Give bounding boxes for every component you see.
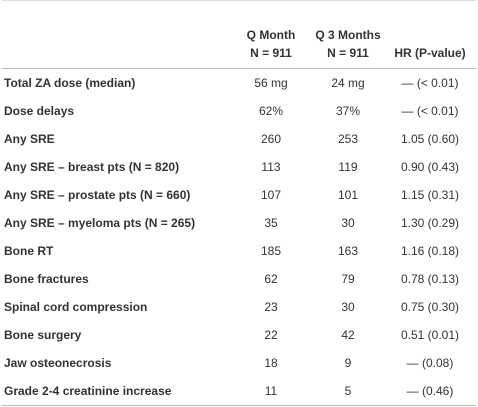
- cell: 9: [344, 356, 352, 370]
- row-label: Total ZA dose (median): [4, 76, 136, 90]
- table-row: Total ZA dose (median) 56 mg 24 mg — (< 0.0…: [2, 69, 476, 98]
- row-label: Grade 2-4 creatinine increase: [4, 384, 172, 398]
- cell: 1.30 (0.29): [400, 216, 460, 230]
- cell: 113: [261, 160, 281, 174]
- cell: 1.15 (0.31): [400, 188, 460, 202]
- cell: 119: [338, 160, 358, 174]
- table-row: Any SRE – myeloma pts (N = 265) 35 30 1.30 …: [2, 209, 476, 237]
- table-row: Any SRE – breast pts (N = 820) 113 119 0.90…: [2, 153, 476, 181]
- header-line: HR (P-value): [394, 46, 466, 60]
- header-row: Q Month N = 911 Q 3 Months N = 911 HR (P-val…: [2, 0, 476, 69]
- header-line: Q Month: [246, 28, 296, 42]
- table-header: Q Month N = 911 Q 3 Months N = 911 HR (P-val…: [2, 0, 476, 69]
- cell: 23: [264, 300, 278, 314]
- row-label: Bone surgery: [4, 328, 82, 342]
- cell: 0.51 (0.01): [400, 328, 460, 342]
- row-label: Jaw osteonecrosis: [4, 356, 112, 370]
- cell: 185: [260, 244, 282, 258]
- cell: — (0.08): [406, 356, 454, 370]
- row-label: Dose delays: [4, 104, 75, 118]
- row-label: Any SRE: [4, 132, 55, 146]
- cell: 56 mg: [254, 76, 288, 90]
- cell: 30: [341, 300, 355, 314]
- cell: 253: [337, 132, 359, 146]
- table-row: Bone fractures 62 79 0.78 (0.13): [2, 265, 476, 293]
- cell: 5: [344, 384, 352, 398]
- table-row: Any SRE – prostate pts (N = 660) 107 101 1.…: [2, 181, 476, 209]
- table-row: Grade 2-4 creatinine increase 11 5 — (0.46): [2, 377, 476, 406]
- cell: 18: [264, 356, 278, 370]
- table-row: Bone RT 185 163 1.16 (0.18): [2, 237, 476, 265]
- table-row: Jaw osteonecrosis 18 9 — (0.08): [2, 349, 476, 377]
- cell: 1.05 (0.60): [400, 132, 460, 146]
- table-row: Bone surgery 22 42 0.51 (0.01): [2, 321, 476, 349]
- cell: 0.78 (0.13): [400, 272, 460, 286]
- table-row: Any SRE 260 253 1.05 (0.60): [2, 125, 476, 153]
- cell: 37%: [335, 104, 361, 118]
- header-blank: [2, 0, 230, 69]
- row-label: Any SRE – breast pts (N = 820): [4, 160, 180, 174]
- cell: 35: [264, 216, 278, 230]
- table-row: Dose delays 62% 37% — (< 0.01): [2, 97, 476, 125]
- row-label: Any SRE – myeloma pts (N = 265): [4, 216, 196, 230]
- cell: 101: [337, 188, 359, 202]
- row-label: Bone RT: [4, 244, 54, 258]
- cell: 22: [264, 328, 278, 342]
- cell: 24 mg: [331, 76, 365, 90]
- cell: — (0.46): [406, 384, 454, 398]
- cell: 0.90 (0.43): [400, 160, 460, 174]
- cell: 0.75 (0.30): [400, 300, 460, 314]
- row-label: Spinal cord compression: [4, 300, 148, 314]
- cell: 79: [341, 272, 355, 286]
- cell: 163: [337, 244, 359, 258]
- column-header: HR (P-value): [384, 0, 476, 69]
- table-row: Spinal cord compression 23 30 0.75 (0.30): [2, 293, 476, 321]
- table-body: Total ZA dose (median) 56 mg 24 mg — (< 0.0…: [2, 69, 476, 406]
- cell: 42: [341, 328, 355, 342]
- cell: 260: [260, 132, 282, 146]
- header-line: Q 3 Months: [315, 28, 381, 42]
- row-label: Any SRE – prostate pts (N = 660): [4, 188, 191, 202]
- cell: 62: [264, 272, 278, 286]
- cell: 1.16 (0.18): [400, 244, 460, 258]
- cell: 62%: [258, 104, 284, 118]
- cell: — (< 0.01): [401, 104, 459, 118]
- cell: 11: [264, 384, 278, 398]
- header-line: N = 911: [250, 46, 292, 60]
- row-label: Bone fractures: [4, 272, 89, 286]
- cell: 30: [341, 216, 355, 230]
- column-header: Q 3 Months N = 911: [312, 0, 384, 69]
- header-line: N = 911: [327, 46, 369, 60]
- cell: — (< 0.01): [401, 76, 459, 90]
- column-header: Q Month N = 911: [230, 0, 312, 69]
- cell: 107: [260, 188, 282, 202]
